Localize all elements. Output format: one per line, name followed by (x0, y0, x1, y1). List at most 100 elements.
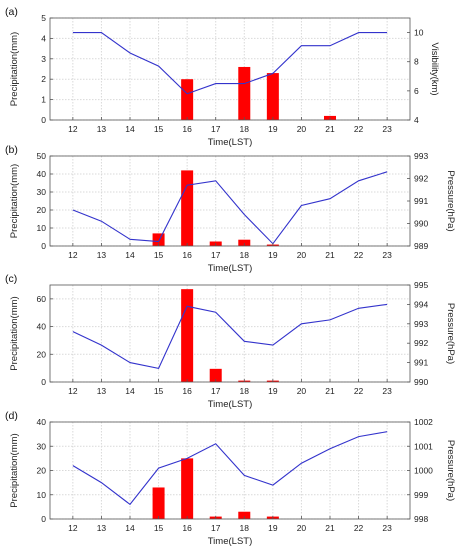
precipitation-bar (238, 511, 251, 519)
y-tick-label: 40 (37, 169, 47, 179)
y2-tick-label: 994 (414, 299, 428, 309)
y2-tick-label: 990 (414, 219, 428, 229)
x-tick-label: 15 (154, 523, 164, 533)
precipitation-bar (238, 66, 251, 120)
precipitation-bar (152, 487, 165, 519)
y2-tick-label: 999 (414, 490, 428, 500)
y-tick-label: 20 (37, 466, 47, 476)
y2-axis-label: Pressure(hPa) (445, 440, 456, 501)
x-tick-label: 19 (268, 523, 278, 533)
x-axis-label: Time(LST) (208, 137, 253, 148)
y-tick-label: 20 (37, 349, 47, 359)
x-tick-label: 12 (68, 523, 78, 533)
precipitation-bar (181, 79, 194, 120)
x-axis-label: Time(LST) (208, 263, 253, 274)
y2-tick-label: 992 (414, 338, 428, 348)
panel-label: (b) (5, 144, 18, 156)
x-tick-label: 20 (297, 250, 307, 260)
x-tick-label: 21 (325, 386, 335, 396)
y-tick-label: 20 (37, 205, 47, 215)
y-tick-label: 10 (37, 490, 47, 500)
panel-b: 12 13 14 15 16 17 18 19 20 21 22 23 0 10 20 30 40 50 989 99… (5, 144, 456, 274)
line-series (72, 303, 388, 370)
x-tick-label: 14 (125, 386, 135, 396)
y-tick-label: 0 (41, 115, 46, 125)
y2-tick-label: 8 (414, 57, 419, 67)
plot-frame (49, 284, 411, 383)
y-tick-label: 30 (37, 187, 47, 197)
y-tick-label: 4 (41, 33, 46, 43)
x-tick-label: 14 (125, 250, 135, 260)
x-tick-label: 19 (268, 386, 278, 396)
x-tick-label: 16 (182, 523, 192, 533)
x-tick-label: 20 (297, 523, 307, 533)
line-series (72, 32, 388, 95)
y2-tick-label: 989 (414, 241, 428, 251)
panel-a: 12 13 14 15 16 17 18 19 20 21 22 2301234546810Time(… (5, 6, 440, 148)
x-tick-label: 17 (211, 250, 221, 260)
y2-tick-label: 993 (414, 151, 428, 161)
x-axis-label: Time(LST) (208, 399, 253, 410)
y2-tick-label: 998 (414, 514, 428, 524)
y-tick-label: 1 (41, 95, 46, 105)
x-tick-label: 12 (68, 124, 78, 134)
precipitation-bar (238, 239, 251, 246)
x-tick-label: 20 (297, 386, 307, 396)
x-tick-label: 14 (125, 523, 135, 533)
y2-tick-label: 991 (414, 196, 428, 206)
precipitation-bar (209, 368, 222, 382)
x-tick-label: 13 (97, 386, 107, 396)
y2-axis-label: Pressure(hPa) (445, 303, 456, 364)
x-tick-label: 12 (68, 250, 78, 260)
y-tick-label: 0 (41, 514, 46, 524)
x-tick-label: 19 (268, 124, 278, 134)
x-tick-label: 22 (354, 523, 364, 533)
x-tick-label: 23 (382, 386, 392, 396)
x-tick-label: 23 (382, 124, 392, 134)
y-axis-label: Precipitation(mm) (9, 433, 20, 507)
y-tick-label: 50 (37, 151, 47, 161)
plot-frame (49, 17, 411, 121)
y2-tick-label: 1002 (414, 417, 433, 427)
x-tick-label: 12 (68, 386, 78, 396)
x-tick-label: 22 (354, 124, 364, 134)
y-axis-label: Precipitation(mm) (9, 296, 20, 370)
y2-tick-label: 1001 (414, 441, 433, 451)
x-tick-label: 16 (182, 124, 192, 134)
y2-tick-label: 993 (414, 319, 428, 329)
y-tick-label: 10 (37, 223, 47, 233)
plot-frame (49, 155, 411, 247)
line-series (72, 171, 388, 245)
x-tick-label: 23 (382, 523, 392, 533)
y2-tick-label: 10 (414, 28, 424, 38)
x-tick-label: 18 (240, 124, 250, 134)
x-tick-label: 19 (268, 250, 278, 260)
y2-axis-label: Pressure(hPa) (445, 170, 456, 231)
x-tick-label: 21 (325, 523, 335, 533)
x-tick-label: 21 (325, 124, 335, 134)
x-tick-label: 15 (154, 124, 164, 134)
y-tick-label: 0 (41, 377, 46, 387)
precipitation-bar (181, 170, 194, 246)
y-axis-label: Precipitation(mm) (9, 164, 20, 238)
x-tick-label: 17 (211, 124, 221, 134)
x-axis-label: Time(LST) (208, 536, 253, 547)
x-tick-label: 16 (182, 250, 192, 260)
x-tick-label: 22 (354, 386, 364, 396)
y2-axis-label: Visibility(km) (429, 42, 440, 95)
y-tick-label: 2 (41, 74, 46, 84)
x-tick-label: 18 (240, 523, 250, 533)
x-tick-label: 16 (182, 386, 192, 396)
y2-tick-label: 991 (414, 358, 428, 368)
panel-d: 12 13 14 15 16 17 18 19 20 21 22 23 0 10 20 30 40 998 999 1… (5, 410, 456, 547)
y2-tick-label: 990 (414, 377, 428, 387)
x-tick-label: 14 (125, 124, 135, 134)
precipitation-bar (181, 289, 194, 382)
precipitation-bar (266, 73, 279, 120)
x-tick-label: 13 (97, 523, 107, 533)
y-tick-label: 3 (41, 54, 46, 64)
panel-label: (c) (5, 273, 17, 285)
y-axis-label: Precipitation(mm) (9, 32, 20, 106)
x-tick-label: 21 (325, 250, 335, 260)
